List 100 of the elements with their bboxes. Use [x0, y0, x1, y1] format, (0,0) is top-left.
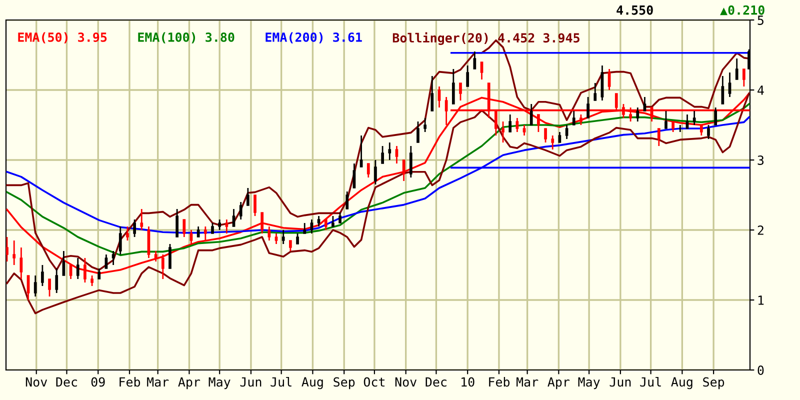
candlestick — [55, 268, 58, 294]
candlestick — [430, 75, 434, 112]
candlestick — [268, 226, 271, 242]
candlestick — [544, 128, 547, 144]
candlestick — [388, 142, 392, 161]
candlestick — [20, 246, 23, 280]
candlestick — [260, 212, 264, 234]
x-tick-label: Jun — [240, 377, 262, 387]
series-label: Bollinger(20) 4.452 3.945 — [392, 32, 580, 45]
candlestick — [254, 194, 256, 217]
candlestick — [218, 218, 222, 231]
x-tick-label: Apr — [548, 377, 570, 390]
candlestick — [721, 75, 724, 105]
candlestick — [530, 103, 533, 126]
candlestick — [586, 96, 590, 119]
candlestick — [522, 124, 526, 136]
candlestick — [424, 117, 426, 133]
candlestick — [182, 218, 186, 238]
y-tick-label: 0 — [758, 366, 764, 375]
x-tick-label: Nov — [395, 377, 417, 387]
candlestick — [452, 68, 455, 105]
y-tick-label: 2 — [758, 226, 764, 235]
candlestick — [338, 212, 342, 224]
candlestick — [657, 128, 660, 147]
candlestick — [686, 114, 689, 130]
candlestick — [118, 226, 122, 256]
candlestick — [572, 110, 576, 126]
candlestick — [728, 72, 732, 98]
x-tick-label: 09 — [91, 377, 105, 387]
candlestick — [537, 114, 540, 133]
candlestick — [246, 187, 250, 206]
x-tick-label: Jul — [640, 376, 661, 387]
candlestick — [374, 159, 377, 186]
candlestick — [735, 58, 738, 80]
x-tick-label: Apr — [178, 377, 200, 390]
y-tick-label: 1 — [758, 296, 764, 305]
x-tick-label: Mar — [147, 377, 169, 387]
candlestick — [692, 110, 696, 126]
candlestick — [12, 240, 16, 266]
y-tick-label: 4 — [758, 86, 764, 95]
line-series — [6, 92, 750, 314]
x-tick-label: Sep — [334, 377, 355, 390]
candlestick — [90, 274, 94, 287]
candlestick — [366, 162, 370, 178]
candlestick — [76, 257, 80, 280]
candlestick — [558, 131, 562, 144]
x-tick-label: Feb — [489, 377, 510, 387]
candlestick — [395, 145, 398, 164]
candlestick — [416, 120, 420, 144]
x-tick-label: Dec — [56, 377, 77, 387]
candlestick — [140, 208, 144, 231]
y-tick-label: 5 — [758, 16, 764, 25]
candlestick — [211, 222, 214, 234]
candlestick — [565, 124, 568, 140]
candlestick — [594, 82, 597, 102]
candlestick — [480, 61, 484, 80]
text: EMA(200) 3.61 — [266, 32, 362, 44]
text: EMA(50) 3.95 — [18, 32, 107, 44]
candlestick — [332, 215, 334, 228]
candlestick — [551, 134, 554, 150]
x-tick-label: Aug — [302, 377, 323, 390]
candlestick — [154, 250, 158, 262]
candlestick — [346, 190, 349, 210]
candlestick — [466, 64, 470, 88]
candlestick — [98, 268, 101, 280]
candlestick — [34, 274, 37, 298]
candlestick — [381, 145, 384, 164]
candlestick — [310, 218, 314, 234]
candlestick — [296, 232, 299, 245]
x-tick-label: Dec — [426, 377, 446, 387]
x-tick-label: Jun — [610, 377, 631, 387]
candlestick — [438, 86, 441, 108]
candlestick — [409, 145, 412, 178]
candlestick — [104, 254, 108, 270]
candlestick — [112, 250, 115, 266]
x-tick-label: Nov — [26, 377, 48, 387]
candlestick — [516, 117, 519, 133]
text: ▲0.210 — [720, 5, 764, 16]
x-tick-label: Oct — [364, 377, 385, 387]
candlestick — [402, 159, 406, 182]
candlestick — [508, 114, 512, 133]
candlestick — [41, 264, 44, 287]
candlestick — [6, 236, 8, 262]
candlestick — [274, 232, 278, 245]
candlestick — [239, 201, 242, 220]
candlestick — [133, 218, 136, 238]
candlestick — [742, 68, 746, 88]
candlestick — [48, 278, 51, 298]
candlestick — [168, 243, 172, 270]
candlestick — [282, 229, 285, 245]
candlestick — [672, 120, 674, 133]
x-tick-label: May — [208, 377, 230, 390]
line-series — [6, 103, 750, 256]
text: EMA(100) 3.80 — [138, 32, 234, 44]
x-tick-label: Jul — [270, 376, 292, 387]
candlestick — [580, 114, 582, 126]
x-tick-label: Aug — [671, 377, 692, 390]
candlestick — [232, 208, 236, 228]
candlestick — [608, 68, 611, 91]
text: 4.550 — [616, 5, 653, 15]
